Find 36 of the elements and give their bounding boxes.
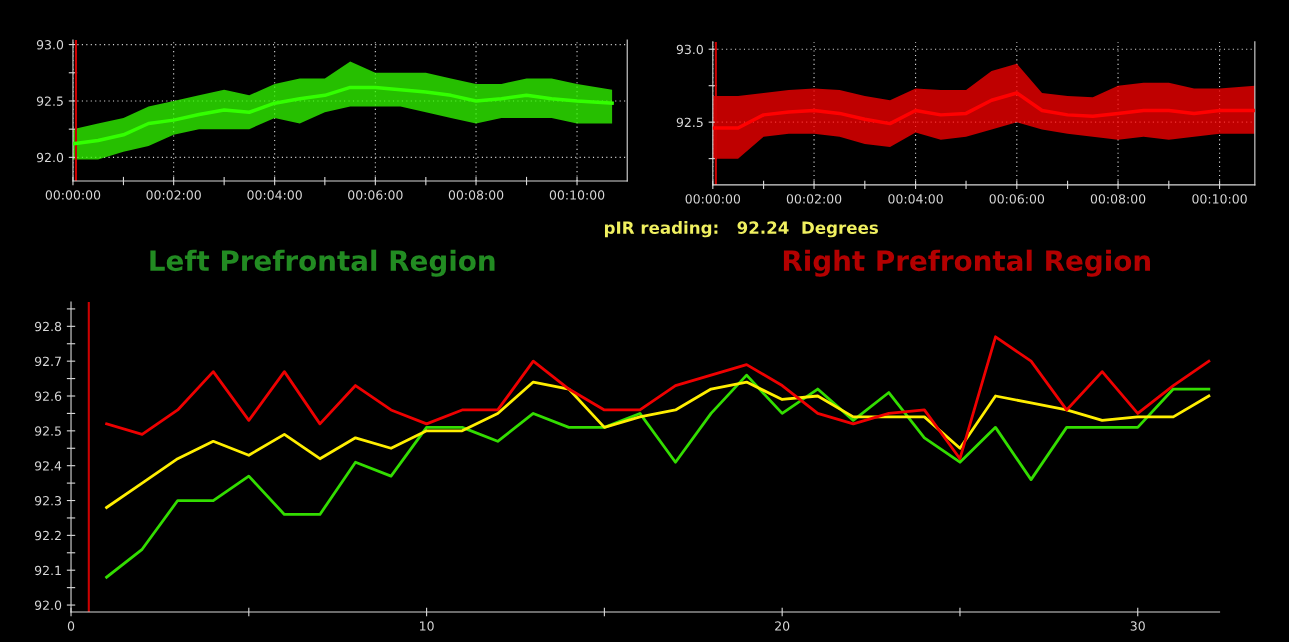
y-tick-label: 92.1 bbox=[34, 565, 61, 576]
y-tick-label: 92.4 bbox=[34, 461, 62, 471]
y-tick-label: 92.3 bbox=[34, 496, 61, 506]
x-tick-label: 00:08:00 bbox=[1090, 194, 1146, 204]
x-tick-label: 00:04:00 bbox=[888, 194, 943, 204]
x-tick-label: 00:06:00 bbox=[989, 194, 1045, 204]
y-tick-label: 92.2 bbox=[34, 530, 61, 541]
x-tick-label: 20 bbox=[775, 621, 790, 631]
y-tick-label: 92.6 bbox=[34, 391, 62, 401]
x-tick-label: 00:06:00 bbox=[348, 190, 403, 200]
x-tick-label: 00:10:00 bbox=[1192, 194, 1247, 204]
y-tick-label: 92.5 bbox=[676, 117, 703, 128]
x-tick-label: 00:00:00 bbox=[685, 194, 741, 204]
text: pIR reading: 92.24 Degrees bbox=[604, 221, 878, 238]
y-tick-label: 92.5 bbox=[36, 96, 63, 106]
x-tick-label: 0 bbox=[67, 621, 75, 631]
line-series bbox=[105, 373, 1211, 579]
y-tick-label: 92.0 bbox=[36, 152, 64, 163]
y-tick-label: 92.7 bbox=[34, 356, 61, 367]
y-tick-label: 93.0 bbox=[36, 40, 64, 50]
x-tick-label: 00:02:00 bbox=[786, 194, 842, 204]
x-tick-label: 00:00:00 bbox=[45, 190, 101, 200]
y-tick-label: 92.0 bbox=[34, 600, 62, 610]
y-tick-label: 92.8 bbox=[34, 321, 62, 332]
line-series bbox=[105, 335, 1211, 461]
text: Left Prefrontal Region bbox=[150, 249, 495, 277]
y-tick-label: 93.0 bbox=[676, 44, 703, 55]
text: Right Prefrontal Region bbox=[783, 249, 1150, 277]
x-tick-label: 00:10:00 bbox=[549, 190, 605, 200]
x-tick-label: 00:02:00 bbox=[146, 190, 201, 200]
x-tick-label: 00:04:00 bbox=[247, 190, 302, 200]
x-tick-label: 00:08:00 bbox=[448, 190, 504, 200]
x-tick-label: 10 bbox=[420, 621, 434, 631]
y-tick-label: 92.5 bbox=[34, 426, 61, 436]
x-tick-label: 30 bbox=[1130, 621, 1145, 631]
line-series bbox=[105, 380, 1211, 509]
